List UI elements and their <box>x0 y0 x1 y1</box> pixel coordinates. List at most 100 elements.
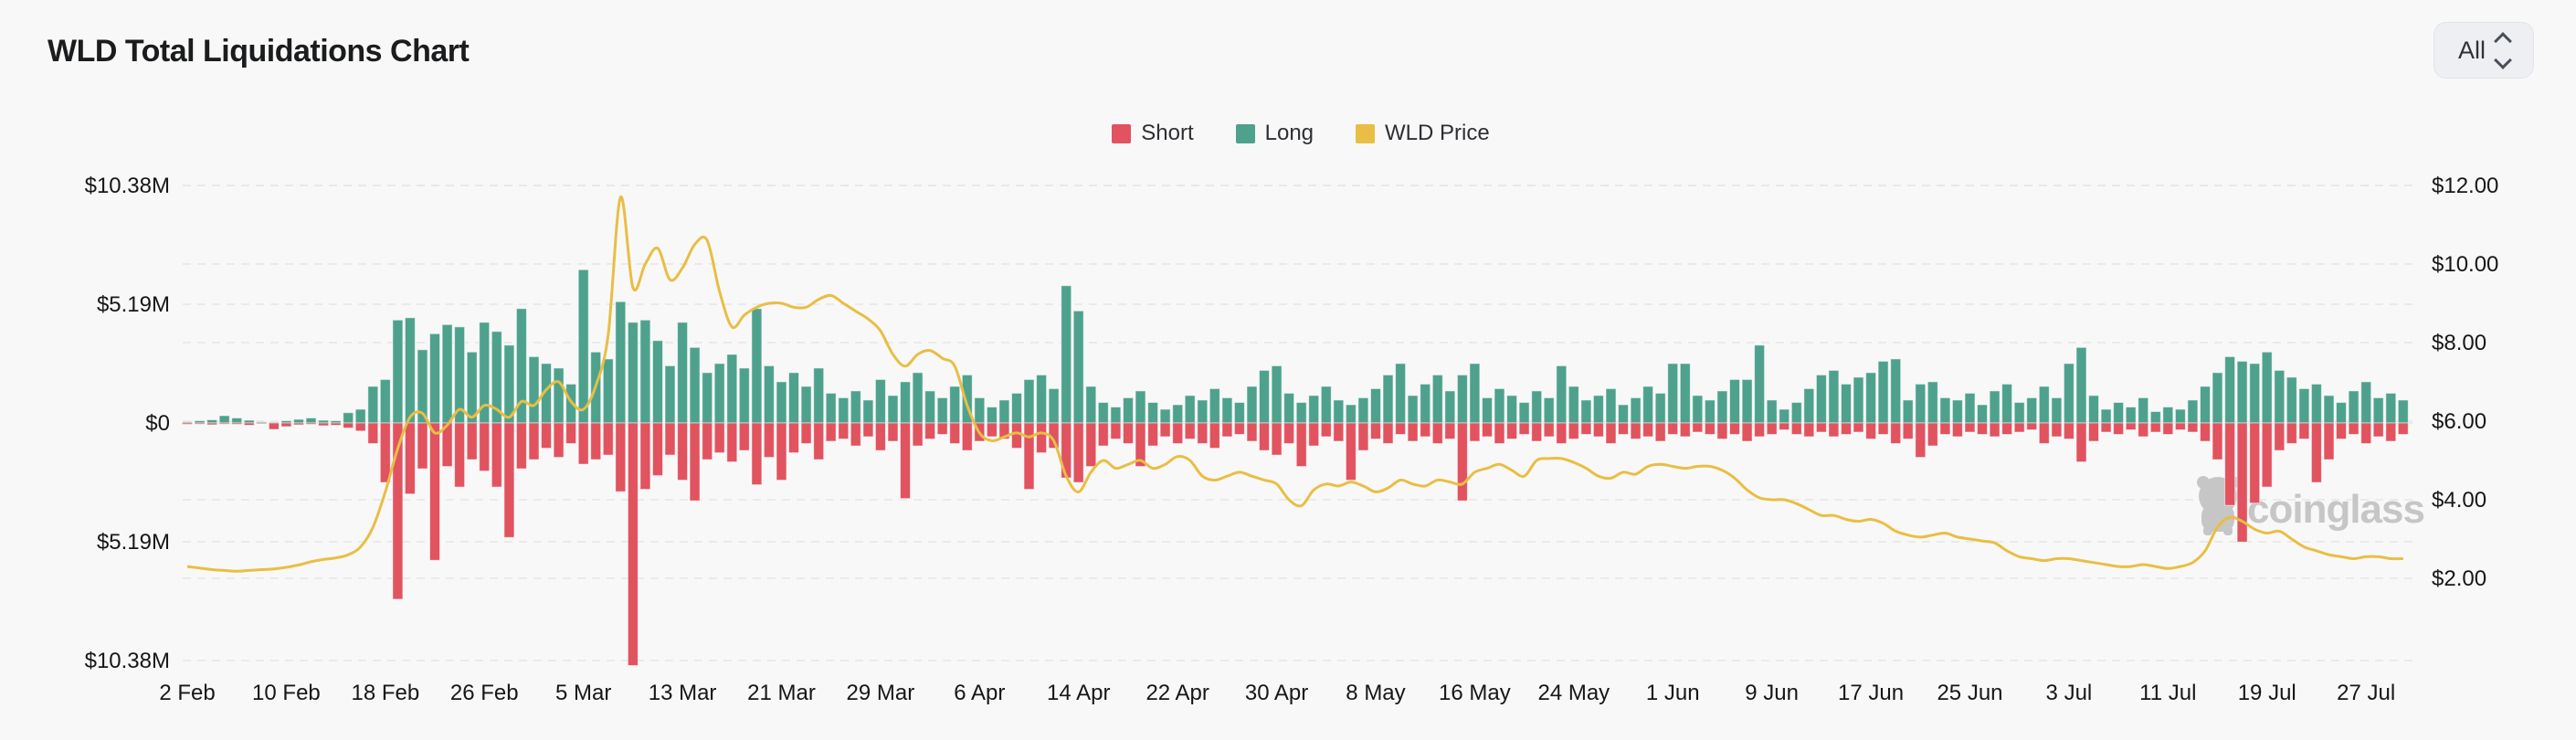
short-liquidation-bar[interactable] <box>466 422 478 460</box>
short-liquidation-bar[interactable] <box>2187 422 2199 433</box>
short-liquidation-bar[interactable] <box>1197 422 1209 444</box>
short-liquidation-bar[interactable] <box>1902 422 1914 439</box>
long-liquidation-bar[interactable] <box>1803 387 1815 424</box>
long-liquidation-bar[interactable] <box>1654 392 1666 424</box>
short-liquidation-bar[interactable] <box>1779 422 1790 430</box>
short-liquidation-bar[interactable] <box>330 422 342 426</box>
short-liquidation-bar[interactable] <box>961 422 973 451</box>
short-liquidation-bar[interactable] <box>218 422 230 425</box>
short-liquidation-bar[interactable] <box>2113 422 2125 435</box>
short-liquidation-bar[interactable] <box>1036 422 1048 454</box>
short-liquidation-bar[interactable] <box>429 422 440 561</box>
long-liquidation-bar[interactable] <box>1110 407 1122 424</box>
short-liquidation-bar[interactable] <box>2149 422 2161 433</box>
long-liquidation-bar[interactable] <box>874 378 886 424</box>
short-liquidation-bar[interactable] <box>1469 422 1481 442</box>
long-liquidation-bar[interactable] <box>2063 363 2075 424</box>
long-liquidation-bar[interactable] <box>1221 396 1233 424</box>
short-liquidation-bar[interactable] <box>1494 422 1505 444</box>
long-liquidation-bar[interactable] <box>2397 399 2409 424</box>
long-liquidation-bar[interactable] <box>1184 395 1196 424</box>
long-liquidation-bar[interactable] <box>1506 395 1518 424</box>
long-liquidation-bar[interactable] <box>1011 392 1022 424</box>
short-liquidation-bar[interactable] <box>850 422 861 447</box>
short-liquidation-bar[interactable] <box>1023 422 1035 491</box>
short-liquidation-bar[interactable] <box>1233 422 1245 435</box>
long-liquidation-bar[interactable] <box>404 317 416 424</box>
short-liquidation-bar[interactable] <box>1667 422 1679 435</box>
short-liquidation-bar[interactable] <box>1741 422 1753 442</box>
short-liquidation-bar[interactable] <box>1072 422 1084 483</box>
long-liquidation-bar[interactable] <box>912 372 924 424</box>
short-liquidation-bar[interactable] <box>1877 422 1889 435</box>
long-liquidation-bar[interactable] <box>2075 346 2087 424</box>
short-liquidation-bar[interactable] <box>1320 422 1332 438</box>
long-liquidation-bar[interactable] <box>206 419 218 424</box>
short-liquidation-bar[interactable] <box>1506 422 1518 439</box>
long-liquidation-bar[interactable] <box>1283 392 1295 424</box>
long-liquidation-bar[interactable] <box>1246 386 1258 424</box>
long-liquidation-bar[interactable] <box>1531 390 1543 424</box>
short-liquidation-bar[interactable] <box>713 422 725 454</box>
short-liquidation-bar[interactable] <box>1246 422 1258 442</box>
long-liquidation-bar[interactable] <box>2224 355 2236 424</box>
short-liquidation-bar[interactable] <box>1915 422 1927 459</box>
short-liquidation-bar[interactable] <box>1420 422 1431 438</box>
long-liquidation-bar[interactable] <box>1085 386 1097 424</box>
short-liquidation-bar[interactable] <box>1395 422 1407 435</box>
short-liquidation-bar[interactable] <box>515 422 527 470</box>
long-liquidation-bar[interactable] <box>998 399 1010 424</box>
long-liquidation-bar[interactable] <box>1951 399 1963 424</box>
short-liquidation-bar[interactable] <box>2372 422 2384 438</box>
short-liquidation-bar[interactable] <box>936 422 948 435</box>
short-liquidation-bar[interactable] <box>1085 422 1097 468</box>
short-liquidation-bar[interactable] <box>1679 422 1691 438</box>
long-liquidation-bar[interactable] <box>2162 407 2174 424</box>
long-liquidation-bar[interactable] <box>1692 395 1704 424</box>
long-liquidation-bar[interactable] <box>2336 402 2347 424</box>
long-liquidation-bar[interactable] <box>602 358 614 424</box>
short-liquidation-bar[interactable] <box>738 422 750 451</box>
legend-item-wld-price[interactable]: WLD Price <box>1356 121 1490 146</box>
short-liquidation-bar[interactable] <box>1097 422 1109 447</box>
short-liquidation-bar[interactable] <box>1939 422 1951 435</box>
long-liquidation-bar[interactable] <box>1716 390 1728 424</box>
short-liquidation-bar[interactable] <box>677 422 689 481</box>
short-liquidation-bar[interactable] <box>825 422 837 442</box>
long-liquidation-bar[interactable] <box>1420 383 1431 424</box>
long-liquidation-bar[interactable] <box>1209 387 1220 424</box>
legend-item-long[interactable]: Long <box>1235 121 1314 146</box>
short-liquidation-bar[interactable] <box>788 422 799 454</box>
short-liquidation-bar[interactable] <box>1259 422 1270 451</box>
long-liquidation-bar[interactable] <box>2385 392 2397 424</box>
long-liquidation-bar[interactable] <box>1630 396 1642 424</box>
short-liquidation-bar[interactable] <box>1964 422 1976 433</box>
long-liquidation-bar[interactable] <box>615 301 627 424</box>
long-liquidation-bar[interactable] <box>1197 399 1209 424</box>
short-liquidation-bar[interactable] <box>565 422 577 444</box>
long-liquidation-bar[interactable] <box>702 372 713 424</box>
long-liquidation-bar[interactable] <box>553 367 565 424</box>
short-liquidation-bar[interactable] <box>1630 422 1642 439</box>
long-liquidation-bar[interactable] <box>1308 395 1320 424</box>
short-liquidation-bar[interactable] <box>2261 422 2273 488</box>
short-liquidation-bar[interactable] <box>541 422 552 449</box>
short-liquidation-bar[interactable] <box>949 422 961 444</box>
long-liquidation-bar[interactable] <box>1667 363 1679 424</box>
short-liquidation-bar[interactable] <box>1865 422 1877 439</box>
long-liquidation-bar[interactable] <box>1580 399 1592 424</box>
short-liquidation-bar[interactable] <box>1790 422 1802 435</box>
long-liquidation-bar[interactable] <box>986 407 998 424</box>
long-liquidation-bar[interactable] <box>1704 399 1716 424</box>
short-liquidation-bar[interactable] <box>2138 422 2149 438</box>
long-liquidation-bar[interactable] <box>1395 363 1407 424</box>
long-liquidation-bar[interactable] <box>1320 386 1332 424</box>
short-liquidation-bar[interactable] <box>726 422 738 463</box>
long-liquidation-bar[interactable] <box>1072 310 1084 424</box>
long-liquidation-bar[interactable] <box>1456 374 1468 424</box>
long-liquidation-bar[interactable] <box>2026 396 2038 424</box>
short-liquidation-bar[interactable] <box>1147 422 1159 447</box>
long-liquidation-bar[interactable] <box>2013 402 2025 424</box>
short-liquidation-bar[interactable] <box>2286 422 2297 444</box>
short-liquidation-bar[interactable] <box>280 422 292 428</box>
